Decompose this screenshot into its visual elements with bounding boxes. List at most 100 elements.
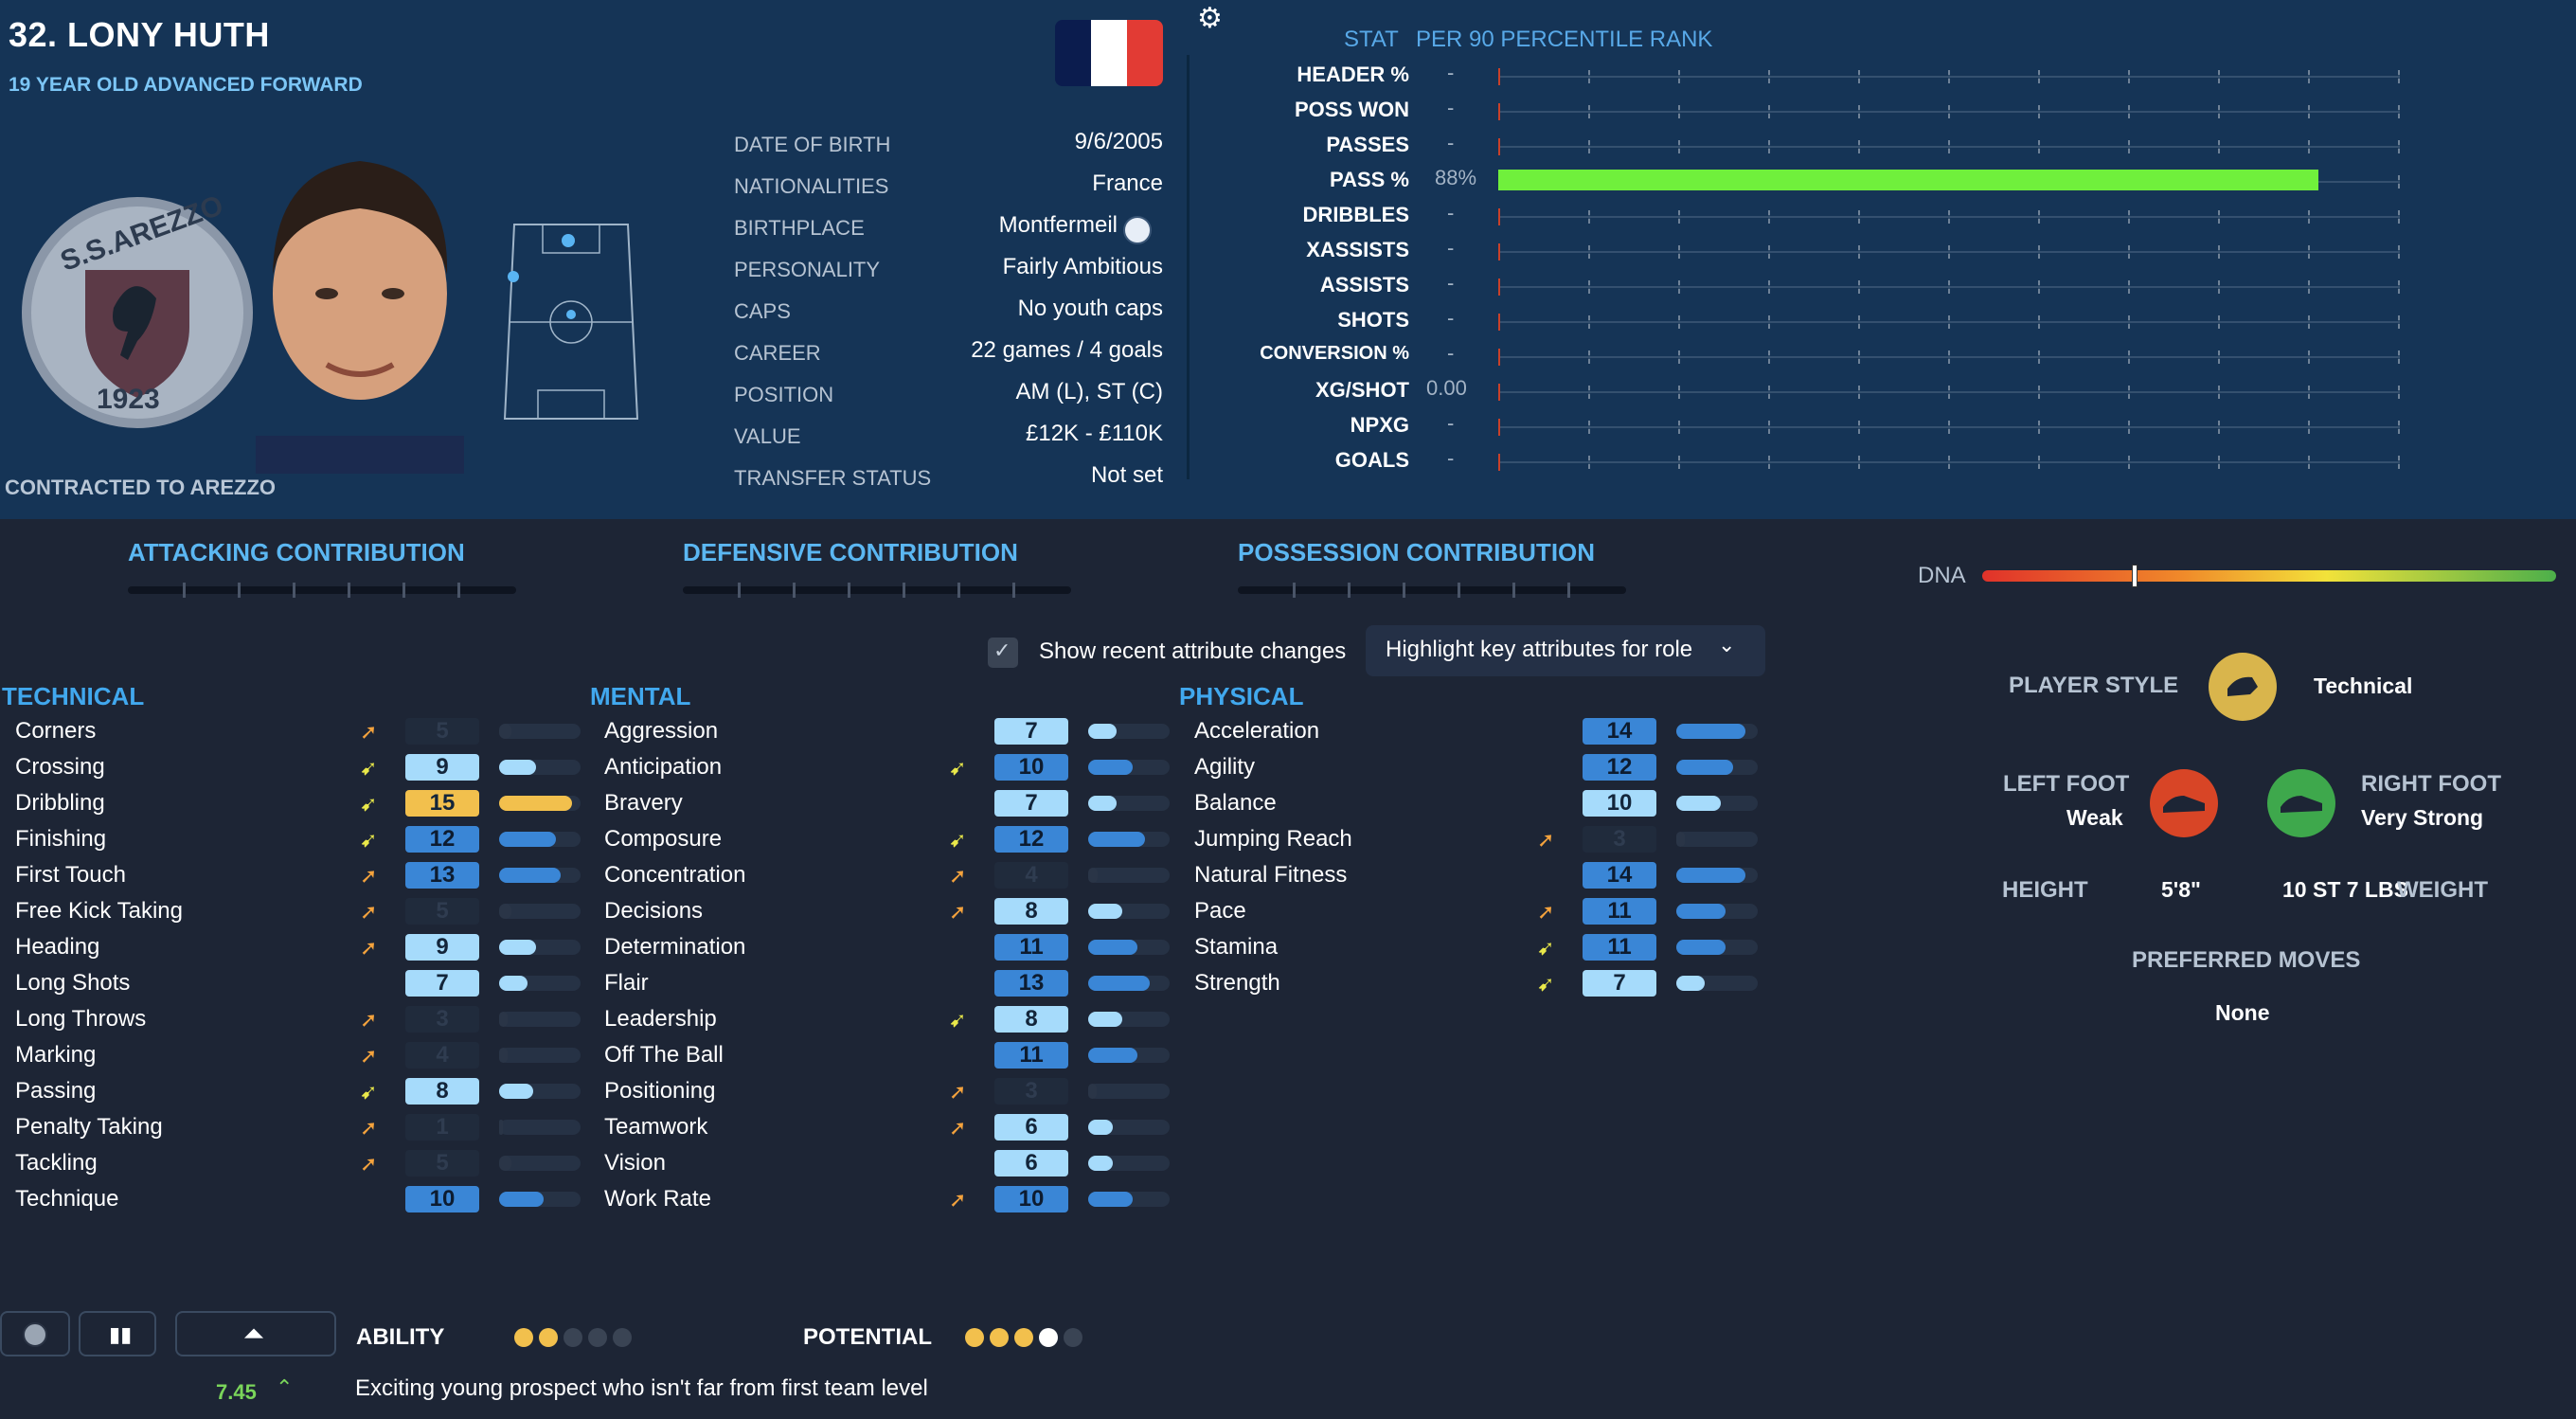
attacking-contribution-title: ATTACKING CONTRIBUTION (128, 538, 465, 566)
info-value: £12K - £110K (1026, 421, 1163, 446)
chevron-up-icon: ⌃ (276, 1375, 294, 1399)
attribute-name: Corners (15, 718, 97, 744)
physical-heading: PHYSICAL (1179, 682, 1304, 710)
height-value: 5'8" (2161, 877, 2201, 902)
attribute-name: Stamina (1194, 934, 1279, 960)
attribute-value: 12 (1583, 754, 1656, 781)
stat-label: XASSISTS (1306, 238, 1409, 261)
stat-label: ASSISTS (1319, 273, 1409, 296)
ability-stars (514, 1328, 637, 1352)
attribute-name: First Touch (15, 862, 126, 888)
attribute-value: 5 (405, 898, 479, 925)
info-value: 22 games / 4 goals (971, 337, 1163, 363)
attributes-view-button[interactable]: ⏶ (175, 1311, 336, 1356)
gear-icon[interactable]: ⚙ (1197, 3, 1223, 34)
attribute-name: Aggression (604, 718, 719, 744)
change-down-icon: ➹ (949, 828, 967, 852)
change-up-icon: ➚ (1537, 828, 1555, 852)
attribute-value: 7 (994, 790, 1068, 817)
rating-star (588, 1328, 607, 1347)
change-up-icon: ➚ (360, 720, 378, 744)
player-portrait (256, 161, 464, 474)
attribute-bar (1676, 904, 1758, 919)
weight-value: 10 ST 7 LBS (2282, 877, 2408, 902)
attribute-value: 1 (405, 1114, 479, 1141)
attribute-bar (499, 1156, 581, 1171)
stat-value: - (1447, 96, 1455, 119)
percentile-track (1498, 454, 2400, 471)
change-down-icon: ➹ (1537, 972, 1555, 996)
attribute-value: 10 (405, 1186, 479, 1212)
dna-marker (2132, 565, 2138, 587)
change-up-icon: ➚ (949, 1116, 967, 1140)
attribute-bar (1088, 796, 1170, 811)
stat-value: - (1447, 341, 1455, 365)
possession-contribution-title: POSSESSION CONTRIBUTION (1238, 538, 1596, 566)
change-down-icon: ➹ (1537, 936, 1555, 960)
attribute-name: Crossing (15, 754, 105, 780)
attribute-bar (499, 1048, 581, 1063)
highlight-role-label[interactable]: Highlight key attributes for role (1386, 637, 1693, 662)
change-down-icon: ➹ (360, 1080, 378, 1104)
attribute-bar (1676, 832, 1758, 847)
ball-view-button[interactable] (0, 1311, 70, 1356)
height-label: HEIGHT (2002, 877, 2088, 903)
chevron-down-icon[interactable]: ⌄ (1718, 633, 1736, 656)
right-boot-icon (2267, 769, 2335, 837)
stat-label: HEADER % (1297, 63, 1409, 86)
attribute-value: 14 (1583, 718, 1656, 745)
rating-star (564, 1328, 582, 1347)
potential-stars (965, 1328, 1088, 1352)
attribute-value: 11 (1583, 898, 1656, 925)
percentile-track (1498, 103, 2400, 120)
percentile-bar (1498, 170, 2318, 190)
attribute-value: 3 (405, 1006, 479, 1033)
attribute-value: 13 (994, 970, 1068, 997)
attribute-bar (1088, 832, 1170, 847)
info-label: CAREER (734, 341, 821, 365)
attribute-value: 4 (405, 1042, 479, 1069)
stat-label: GOALS (1334, 448, 1409, 472)
attribute-value: 13 (405, 862, 479, 889)
attribute-name: Passing (15, 1078, 97, 1104)
stat-label: DRIBBLES (1302, 203, 1409, 226)
show-recent-label[interactable]: Show recent attribute changes (1039, 638, 1347, 664)
show-recent-checkbox[interactable]: ✓ (988, 638, 1018, 668)
attribute-bar (1088, 1156, 1170, 1171)
stat-value: - (1447, 236, 1455, 260)
stats-view-button[interactable]: ▮▮ (79, 1311, 156, 1356)
attribute-name: Off The Ball (604, 1042, 724, 1068)
attribute-bar (1088, 976, 1170, 991)
attribute-name: Finishing (15, 826, 107, 852)
attribute-bar (499, 1012, 581, 1027)
attribute-name: Technique (15, 1186, 119, 1212)
attribute-name: Determination (604, 934, 746, 960)
highlight-role-dropdown[interactable] (1366, 625, 1765, 676)
attribute-name: Heading (15, 934, 100, 960)
attribute-value: 8 (405, 1078, 479, 1105)
attributes-panel (0, 519, 2576, 1419)
preferred-moves-label: PREFERRED MOVES (2132, 947, 2361, 973)
info-label: CAPS (734, 299, 791, 323)
rating-star (539, 1328, 558, 1347)
change-up-icon: ➚ (1537, 900, 1555, 924)
player-style-icon (2209, 653, 2277, 721)
percentile-track (1498, 384, 2400, 401)
attribute-value: 4 (994, 862, 1068, 889)
attribute-name: Leadership (604, 1006, 717, 1032)
info-label: BIRTHPLACE (734, 216, 865, 240)
info-label: TRANSFER STATUS (734, 466, 932, 490)
attribute-name: Long Shots (15, 970, 131, 996)
federation-icon (1123, 216, 1152, 244)
attribute-name: Marking (15, 1042, 97, 1068)
right-foot-label: RIGHT FOOT (2361, 771, 2501, 797)
attribute-value: 8 (994, 898, 1068, 925)
percentile-track (1498, 138, 2400, 155)
stat-value: - (1447, 271, 1455, 295)
attribute-value: 3 (1583, 826, 1656, 853)
change-up-icon: ➚ (949, 864, 967, 888)
attribute-name: Penalty Taking (15, 1114, 163, 1140)
club-badge (22, 197, 253, 428)
attribute-bar (499, 724, 581, 739)
stat-value: - (1447, 306, 1455, 330)
